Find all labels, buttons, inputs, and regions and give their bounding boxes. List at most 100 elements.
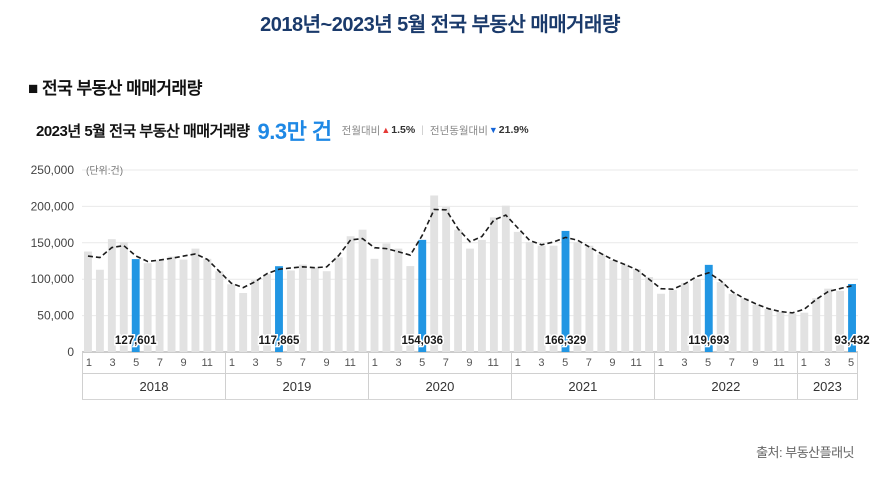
bar <box>119 242 128 352</box>
bar <box>752 304 761 352</box>
may-bar-highlight <box>561 230 570 352</box>
bar <box>346 236 355 352</box>
bar <box>179 259 188 352</box>
month-tick: 7 <box>442 356 449 369</box>
month-tick: 1 <box>800 356 807 369</box>
month-tick: 1 <box>514 356 521 369</box>
may-bar-highlight <box>848 283 856 352</box>
month-tick: 3 <box>681 356 688 369</box>
bar <box>155 260 164 352</box>
y-axis-label: 100,000 <box>31 272 75 286</box>
bar <box>788 313 797 352</box>
bar <box>609 260 618 352</box>
may-value-label: 93,432 <box>834 335 869 347</box>
bar <box>477 239 486 352</box>
year-label: 2022 <box>711 379 741 394</box>
bar <box>215 271 224 352</box>
month-tick: 11 <box>630 356 642 369</box>
month-tick: 5 <box>705 356 712 369</box>
bar <box>406 266 415 352</box>
x-axis-year-2019: 1 3 5 7 9 11 2019 <box>225 352 369 399</box>
mom-value: 1.5% <box>391 124 416 136</box>
month-tick-row: 1 3 5 7 9 11 <box>225 352 368 374</box>
bar <box>239 293 248 352</box>
bar <box>263 274 271 352</box>
bar <box>776 311 785 352</box>
bar <box>525 242 534 352</box>
y-axis-label: 250,000 <box>31 163 75 177</box>
bar <box>442 207 451 352</box>
arrow-down-icon: ▼ <box>488 125 498 135</box>
bar <box>191 248 200 352</box>
bar <box>489 217 498 352</box>
bar <box>680 282 689 352</box>
month-tick: 9 <box>752 356 759 369</box>
bar <box>812 298 821 352</box>
bar <box>251 279 260 352</box>
bar <box>573 242 582 352</box>
month-tick: 9 <box>609 356 616 369</box>
month-tick: 9 <box>180 356 187 369</box>
bar <box>430 195 439 352</box>
month-tick-row: 1 3 5 7 9 11 <box>83 352 225 374</box>
month-tick: 5 <box>133 356 140 369</box>
y-axis-label: 150,000 <box>31 236 75 250</box>
stats-divider: | <box>421 124 424 136</box>
month-tick: 5 <box>562 356 569 369</box>
year-label: 2018 <box>139 379 169 394</box>
month-tick: 3 <box>252 356 259 369</box>
month-tick: 11 <box>773 356 785 369</box>
bar <box>382 243 391 352</box>
source-credit: 출처: 부동산플래닛 <box>756 445 854 460</box>
subtitle-value: 9.3만 건 <box>257 119 332 144</box>
month-tick: 5 <box>848 356 855 369</box>
bar <box>645 277 654 352</box>
unit-label: (단위:건) <box>86 164 123 177</box>
month-tick: 1 <box>371 356 378 369</box>
month-tick: 3 <box>109 356 116 369</box>
month-tick: 11 <box>344 356 356 369</box>
comparison-stats: 전월대비 ▲ 1.5% | 전년동월대비 ▼ 21.9% <box>342 123 529 138</box>
year-label: 2023 <box>812 379 842 394</box>
bar <box>836 290 845 352</box>
may-value-label: 119,693 <box>688 335 729 347</box>
month-tick: 3 <box>824 356 831 369</box>
bar <box>764 309 773 352</box>
bar <box>84 251 92 352</box>
bar <box>740 298 749 352</box>
may-bar-highlight <box>418 239 427 352</box>
bar <box>358 229 367 352</box>
month-tick-row: 1 3 5 7 9 11 <box>368 352 511 374</box>
y-axis-label: 0 <box>67 345 74 359</box>
month-tick: 1 <box>228 356 235 369</box>
bar <box>95 269 104 352</box>
bar <box>334 257 343 352</box>
month-tick: 7 <box>585 356 592 369</box>
bar <box>298 264 307 352</box>
bar <box>167 256 176 352</box>
may-value-label: 127,601 <box>115 335 157 347</box>
bar <box>310 267 319 352</box>
may-value-label: 166,329 <box>545 335 587 347</box>
bar <box>107 239 116 352</box>
y-axis-label: 200,000 <box>31 199 75 213</box>
bar <box>394 248 403 352</box>
bar <box>143 263 152 352</box>
year-label: 2020 <box>425 379 455 394</box>
y-axis-label: 50,000 <box>37 309 74 323</box>
bar <box>692 279 701 352</box>
section-title: ■ 전국 부동산 매매거래량 <box>28 79 202 98</box>
month-tick: 1 <box>85 356 92 369</box>
month-tick: 7 <box>156 356 163 369</box>
bar <box>537 245 546 352</box>
year-label: 2021 <box>568 379 598 394</box>
x-axis-year-2022: 1 3 5 7 9 11 2022 <box>654 352 798 399</box>
month-tick-row: 1 3 5 7 9 11 <box>511 352 654 374</box>
month-tick: 7 <box>299 356 306 369</box>
subtitle-label: 2023년 5월 전국 부동산 매매거래량 <box>36 122 250 140</box>
bar <box>800 312 809 352</box>
bar <box>513 231 522 352</box>
x-axis-year-2018: 1 3 5 7 9 11 2018 <box>82 352 226 399</box>
month-tick-row: 1 3 5 <box>797 352 857 374</box>
bar <box>728 293 737 352</box>
